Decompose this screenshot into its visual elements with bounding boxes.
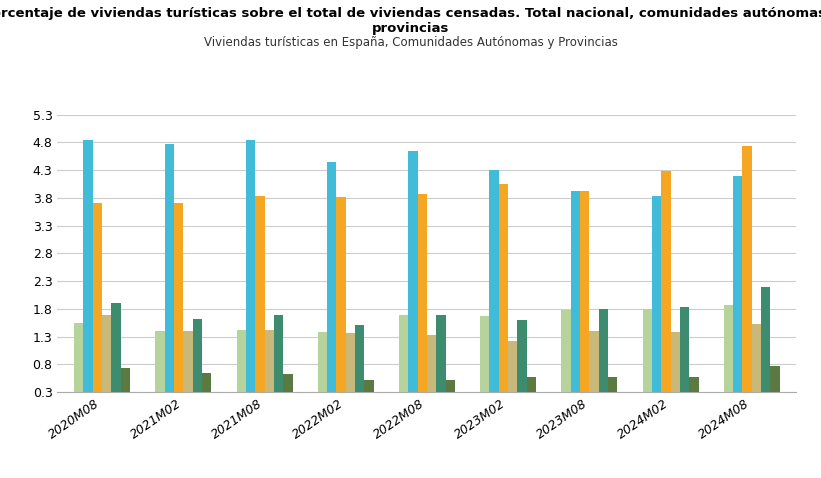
Bar [527, 377, 536, 409]
Bar [245, 140, 255, 409]
Bar [355, 326, 365, 409]
Text: provincias: provincias [372, 22, 449, 34]
Bar [264, 330, 274, 409]
Bar [599, 309, 608, 409]
Bar [733, 176, 742, 409]
Text: Porcentaje de viviendas turísticas sobre el total de viviendas censadas. Total n: Porcentaje de viviendas turísticas sobre… [0, 7, 821, 20]
Bar [183, 331, 193, 409]
Bar [643, 309, 652, 409]
Bar [446, 380, 455, 409]
Bar [508, 341, 517, 409]
Bar [274, 315, 283, 409]
Bar [327, 162, 337, 409]
Bar [571, 191, 580, 409]
Bar [489, 170, 499, 409]
Bar [165, 143, 174, 409]
Bar [102, 315, 112, 409]
Bar [155, 331, 165, 409]
Bar [121, 368, 131, 409]
Bar [318, 332, 327, 409]
Bar [661, 171, 671, 409]
Bar [770, 366, 780, 409]
Bar [193, 319, 202, 409]
Bar [399, 315, 408, 409]
Bar [283, 374, 292, 409]
Bar [112, 303, 121, 409]
Bar [365, 380, 374, 409]
Bar [236, 330, 245, 409]
Bar [689, 377, 699, 409]
Bar [742, 146, 752, 409]
Bar [255, 196, 264, 409]
Bar [337, 197, 346, 409]
Bar [408, 151, 418, 409]
Bar [84, 140, 93, 409]
Bar [608, 377, 617, 409]
Bar [174, 204, 183, 409]
Bar [761, 287, 770, 409]
Bar [517, 320, 527, 409]
Bar [418, 194, 427, 409]
Bar [202, 372, 211, 409]
Bar [671, 332, 680, 409]
Bar [480, 316, 489, 409]
Bar [427, 336, 436, 409]
Bar [74, 323, 84, 409]
Bar [589, 331, 599, 409]
Bar [562, 310, 571, 409]
Bar [652, 196, 661, 409]
Bar [723, 305, 733, 409]
Text: Viviendas turísticas en España, Comunidades Autónomas y Provincias: Viviendas turísticas en España, Comunida… [204, 36, 617, 49]
Bar [752, 324, 761, 409]
Bar [499, 184, 508, 409]
Bar [680, 307, 689, 409]
Bar [580, 191, 589, 409]
Bar [346, 333, 355, 409]
Bar [93, 204, 102, 409]
Bar [436, 315, 446, 409]
